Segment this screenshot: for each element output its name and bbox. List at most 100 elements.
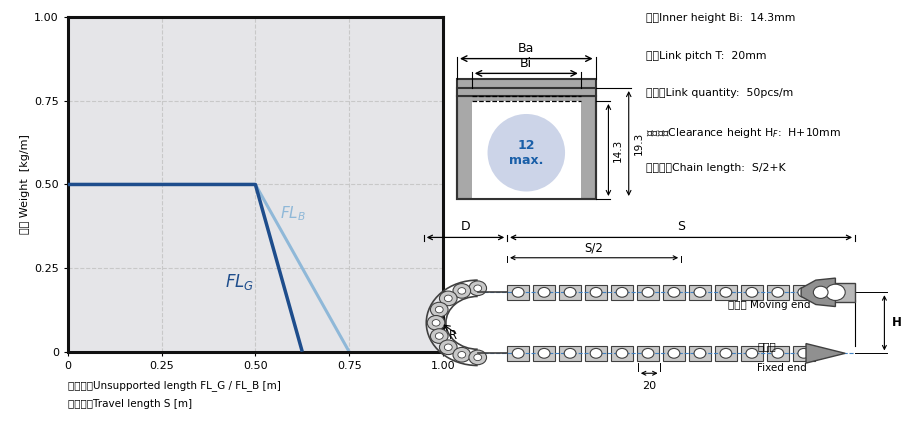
Circle shape <box>512 348 524 358</box>
Circle shape <box>444 295 452 302</box>
Circle shape <box>435 333 442 339</box>
Bar <box>714 284 736 300</box>
Bar <box>457 79 595 199</box>
Bar <box>637 284 658 300</box>
Text: S: S <box>676 221 684 233</box>
Circle shape <box>824 284 844 300</box>
Bar <box>610 346 632 361</box>
Y-axis label: 负载 Weight  [kg/m]: 负载 Weight [kg/m] <box>20 135 30 234</box>
Bar <box>507 346 528 361</box>
Text: R: R <box>449 329 457 341</box>
Text: 固定端: 固定端 <box>756 341 775 351</box>
Bar <box>637 346 658 361</box>
Bar <box>507 284 528 300</box>
Bar <box>558 284 581 300</box>
Circle shape <box>439 291 457 306</box>
Bar <box>792 284 814 300</box>
Bar <box>766 346 788 361</box>
Circle shape <box>457 351 465 358</box>
Text: 移动端 Moving end: 移动端 Moving end <box>727 300 809 311</box>
Circle shape <box>797 348 809 358</box>
Text: 内高Inner height Bi:  14.3mm: 内高Inner height Bi: 14.3mm <box>646 13 795 23</box>
Bar <box>714 346 736 361</box>
Circle shape <box>487 114 564 191</box>
Bar <box>584 346 607 361</box>
Circle shape <box>432 320 440 326</box>
Bar <box>471 101 580 199</box>
Text: 12
max.: 12 max. <box>508 139 543 167</box>
Bar <box>740 346 762 361</box>
Circle shape <box>641 287 653 297</box>
Text: Bi: Bi <box>519 57 532 69</box>
Bar <box>558 346 581 361</box>
Text: $\mathit{FL_G}$: $\mathit{FL_G}$ <box>225 272 255 292</box>
Circle shape <box>430 302 448 317</box>
Bar <box>662 284 684 300</box>
Circle shape <box>563 348 575 358</box>
Circle shape <box>439 340 457 355</box>
Circle shape <box>694 348 705 358</box>
Text: 架空长度Unsupported length FL_G / FL_B [m]: 架空长度Unsupported length FL_G / FL_B [m] <box>68 380 280 390</box>
Text: 14.3: 14.3 <box>612 138 622 162</box>
Bar <box>688 284 710 300</box>
Circle shape <box>444 344 452 350</box>
Text: D: D <box>461 221 470 233</box>
Circle shape <box>563 287 575 297</box>
Circle shape <box>537 287 549 297</box>
Text: 拖链长度Chain length:  S/2+K: 拖链长度Chain length: S/2+K <box>646 163 785 173</box>
Bar <box>610 284 632 300</box>
Circle shape <box>813 286 827 299</box>
Polygon shape <box>815 283 854 302</box>
Bar <box>792 346 814 361</box>
Bar <box>688 346 710 361</box>
Circle shape <box>797 287 809 297</box>
Circle shape <box>457 287 465 294</box>
Bar <box>457 88 595 96</box>
Polygon shape <box>805 344 844 363</box>
Circle shape <box>667 287 679 297</box>
Circle shape <box>719 287 731 297</box>
Circle shape <box>641 348 653 358</box>
Circle shape <box>473 285 481 292</box>
Circle shape <box>435 306 442 313</box>
Circle shape <box>616 348 628 358</box>
Text: 19.3: 19.3 <box>633 132 643 155</box>
Circle shape <box>452 284 470 298</box>
Bar <box>457 96 471 101</box>
Circle shape <box>719 348 731 358</box>
Circle shape <box>473 354 481 361</box>
Bar <box>580 96 595 101</box>
Circle shape <box>667 348 679 358</box>
Bar <box>740 284 762 300</box>
Circle shape <box>745 348 757 358</box>
Text: 链节数Link quantity:  50pcs/m: 链节数Link quantity: 50pcs/m <box>646 88 793 98</box>
Text: 安装高度Clearance height H$_F$:  H+10mm: 安装高度Clearance height H$_F$: H+10mm <box>646 126 841 140</box>
Circle shape <box>590 348 601 358</box>
Circle shape <box>771 287 783 297</box>
Circle shape <box>694 287 705 297</box>
Bar <box>584 284 607 300</box>
Bar <box>662 346 684 361</box>
Bar <box>457 96 595 199</box>
Circle shape <box>512 287 524 297</box>
Polygon shape <box>800 278 834 307</box>
Circle shape <box>771 348 783 358</box>
Bar <box>766 284 788 300</box>
Text: 节距Link pitch T:  20mm: 节距Link pitch T: 20mm <box>646 51 766 60</box>
Circle shape <box>745 287 757 297</box>
Circle shape <box>427 315 444 330</box>
Circle shape <box>537 348 549 358</box>
Text: H: H <box>890 316 900 329</box>
Text: $\mathit{FL_B}$: $\mathit{FL_B}$ <box>279 204 305 223</box>
Text: 20: 20 <box>641 381 656 391</box>
Bar <box>533 346 554 361</box>
Text: 行程长度Travel length S [m]: 行程长度Travel length S [m] <box>68 399 191 409</box>
Text: Fixed end: Fixed end <box>756 363 805 374</box>
Circle shape <box>430 329 448 343</box>
Circle shape <box>469 281 486 296</box>
Bar <box>533 284 554 300</box>
Circle shape <box>452 347 470 362</box>
Circle shape <box>590 287 601 297</box>
Text: Ba: Ba <box>517 42 534 55</box>
Circle shape <box>616 287 628 297</box>
